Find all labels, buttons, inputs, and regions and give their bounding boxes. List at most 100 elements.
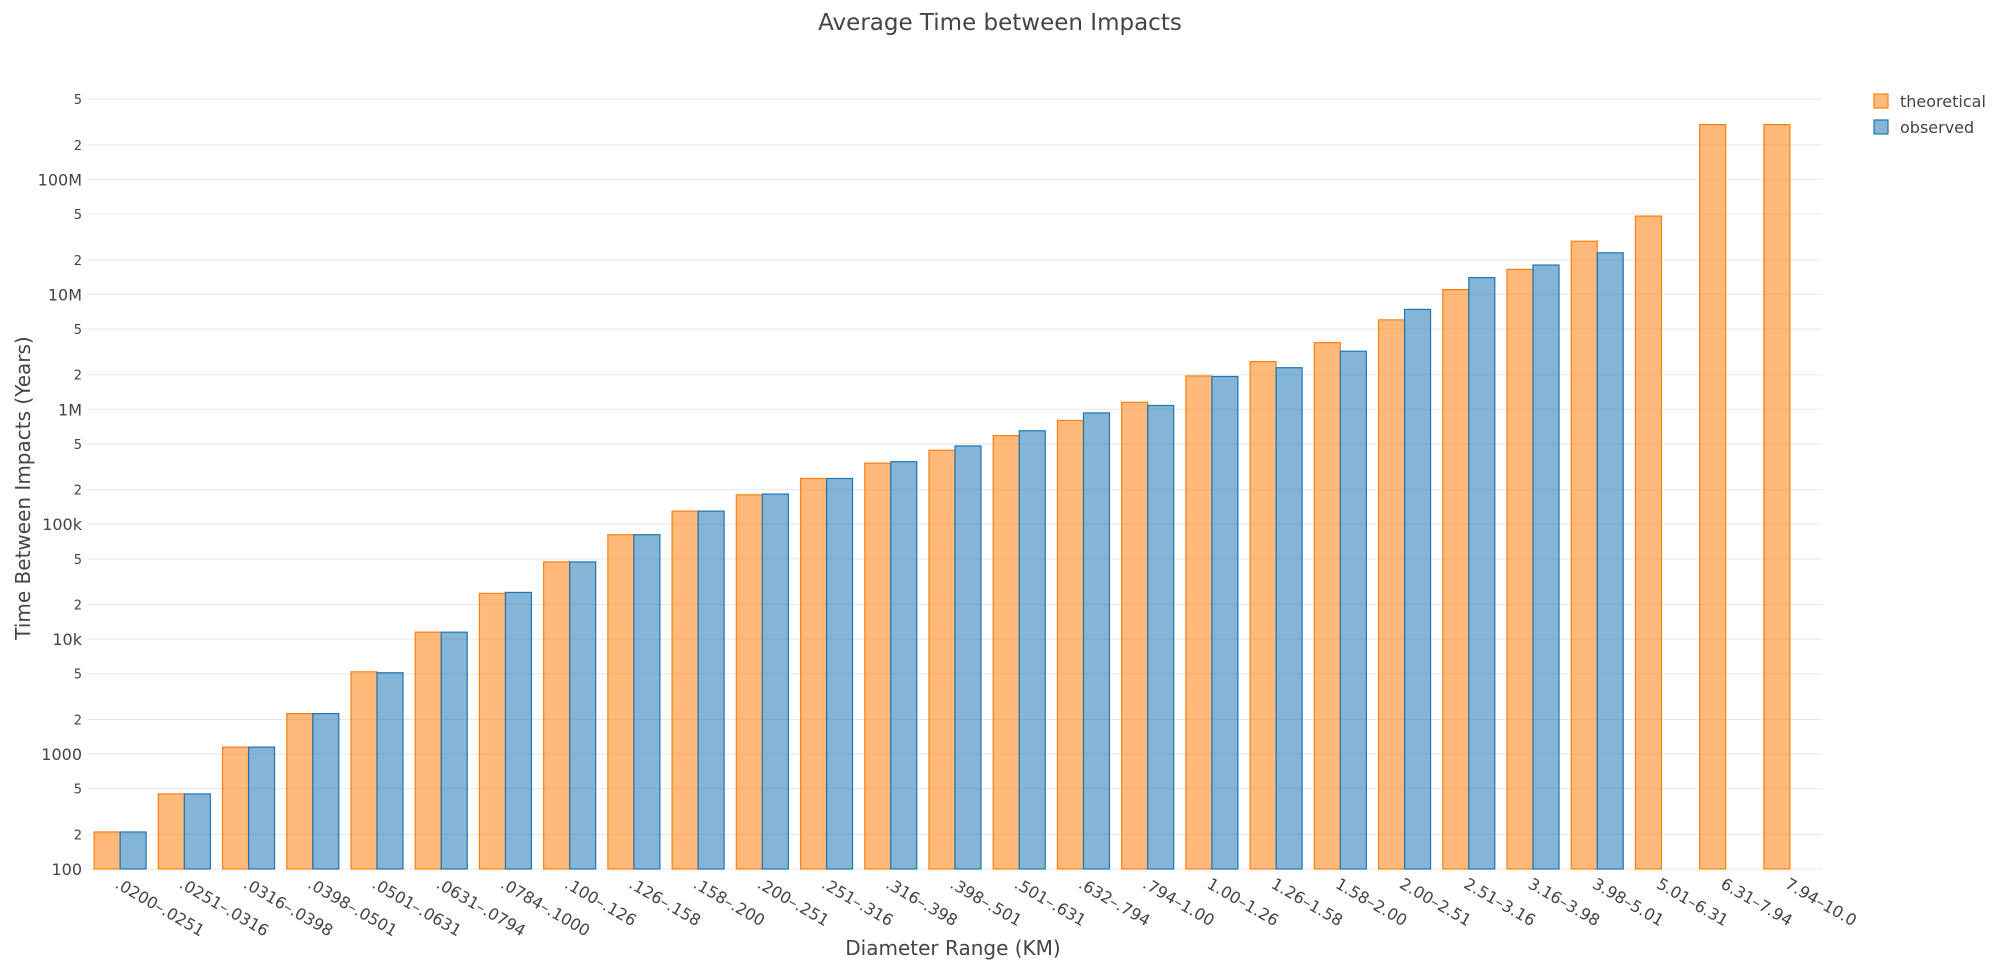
bar-observed	[1468, 276, 1496, 870]
bar-theoretical	[543, 561, 571, 870]
bar-theoretical	[928, 449, 956, 870]
bar-observed	[569, 561, 597, 870]
bar-theoretical	[1634, 215, 1663, 870]
y-tick-label: 100	[51, 860, 82, 879]
bar-theoretical	[671, 510, 699, 870]
y-minor-tick-label: 5	[74, 668, 82, 683]
bars	[93, 123, 1791, 870]
bar-observed	[119, 831, 147, 870]
legend: theoretical observed	[1873, 92, 1986, 137]
bar-theoretical	[1056, 419, 1085, 870]
bar-observed	[1147, 404, 1175, 870]
bar-observed	[761, 493, 789, 870]
x-tick-label: .251–.316	[819, 874, 897, 930]
bar-theoretical	[1121, 401, 1149, 870]
y-minor-tick-label: 2	[74, 713, 82, 728]
x-tick-label: .501–.631	[1011, 874, 1089, 930]
bar-theoretical	[864, 462, 892, 870]
bar-theoretical	[157, 793, 185, 870]
y-minor-tick-label: 5	[74, 783, 82, 798]
x-tick-label: 7.94–10.0	[1782, 874, 1860, 930]
y-axis-title: Time Between Impacts (Years)	[11, 336, 35, 641]
x-tick-label: 1.26–1.58	[1268, 874, 1346, 930]
bar-observed	[504, 591, 533, 870]
y-minor-tick-label: 2	[74, 254, 82, 269]
bar-theoretical	[93, 831, 121, 870]
x-axis-title: Diameter Range (KM)	[845, 936, 1060, 960]
x-tick-label: 6.31–7.94	[1718, 874, 1796, 930]
bar-theoretical	[1699, 123, 1727, 870]
x-tick-label: 2.00–2.51	[1397, 874, 1475, 930]
bar-observed	[825, 477, 854, 870]
x-tick-label: .200–.251	[754, 874, 832, 930]
bar-observed	[954, 445, 982, 870]
legend-label-theoretical: theoretical	[1900, 92, 1986, 111]
bar-theoretical	[799, 477, 828, 870]
bar-theoretical	[992, 435, 1020, 870]
bar-theoretical	[1313, 342, 1341, 870]
bar-observed	[1532, 264, 1560, 870]
bar-observed	[1596, 252, 1624, 870]
x-tick-label: 1.58–2.00	[1332, 874, 1410, 930]
bar-theoretical	[350, 671, 378, 870]
bar-observed	[1275, 367, 1303, 870]
x-tick-label: .316–.398	[883, 874, 961, 930]
bar-theoretical	[414, 631, 442, 870]
x-tick-label: 2.51–3.16	[1461, 874, 1539, 930]
x-tick-label: .794–1.00	[1140, 874, 1218, 930]
bar-observed	[1211, 375, 1239, 870]
y-minor-tick-label: 5	[74, 208, 82, 223]
y-minor-tick-label: 2	[74, 828, 82, 843]
y-minor-tick-label: 2	[74, 369, 82, 384]
bar-observed	[697, 510, 725, 870]
legend-swatch-theoretical	[1873, 93, 1889, 109]
y-axis-ticks: 100 1000 10k 100k 1M 10M 100M 2 5 2 5 2 5 2 5 2 5 2 5 2 5	[38, 93, 83, 879]
y-minor-tick-label: 5	[74, 438, 82, 453]
y-minor-tick-label: 5	[74, 93, 82, 108]
bar-theoretical	[1506, 268, 1534, 870]
bar-observed	[247, 746, 276, 870]
x-tick-label: 5.01–6.31	[1653, 874, 1731, 930]
bar-observed	[1018, 430, 1046, 870]
bar-theoretical	[607, 534, 635, 870]
bar-observed	[376, 672, 404, 870]
y-tick-label: 100k	[42, 515, 83, 534]
x-tick-label: 3.16–3.98	[1525, 874, 1603, 930]
x-tick-label: .158–.200	[690, 874, 768, 930]
y-minor-tick-label: 2	[74, 484, 82, 499]
bar-observed	[890, 461, 918, 870]
bar-theoretical	[1377, 319, 1406, 870]
legend-label-observed: observed	[1900, 118, 1974, 137]
x-tick-label: 1.00–1.26	[1204, 874, 1282, 930]
x-tick-label: 3.98–5.01	[1589, 874, 1667, 930]
bar-theoretical	[221, 746, 250, 870]
bar-theoretical	[1570, 240, 1598, 870]
bar-observed	[1339, 350, 1367, 870]
y-minor-tick-label: 5	[74, 553, 82, 568]
bar-observed	[440, 631, 468, 870]
x-tick-label: .398–.501	[947, 874, 1025, 930]
x-tick-label: .126–.158	[626, 874, 704, 930]
x-axis-ticks: .0200–.0251.0251–.0316.0316–.0398.0398–.…	[112, 874, 1860, 940]
y-tick-label: 1M	[58, 400, 82, 419]
bar-theoretical	[1249, 360, 1277, 870]
bar-observed	[183, 793, 211, 870]
bar-theoretical	[286, 712, 314, 870]
y-minor-tick-label: 5	[74, 323, 82, 338]
y-tick-label: 100M	[38, 170, 82, 189]
x-tick-label: .632–.794	[1075, 874, 1153, 930]
bar-observed	[1082, 412, 1111, 870]
y-tick-label: 10k	[52, 630, 82, 649]
bar-theoretical	[1442, 289, 1470, 870]
bar-observed	[633, 534, 661, 870]
y-minor-tick-label: 2	[74, 139, 82, 154]
y-tick-label: 10M	[48, 285, 82, 304]
y-minor-tick-label: 2	[74, 599, 82, 614]
legend-swatch-observed	[1873, 119, 1889, 135]
bar-observed	[1403, 308, 1432, 870]
bar-observed	[312, 712, 340, 870]
bar-theoretical	[735, 494, 763, 870]
bar-theoretical	[478, 592, 507, 870]
chart-title: Average Time between Impacts	[818, 10, 1182, 36]
